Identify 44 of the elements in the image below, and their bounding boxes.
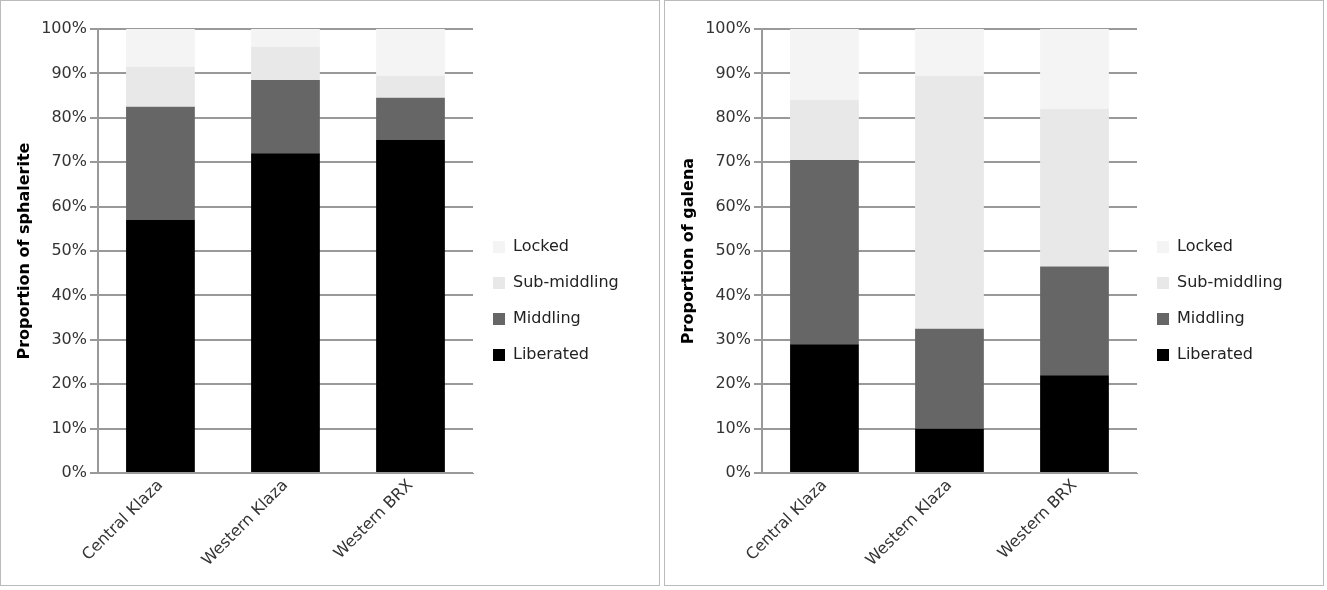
y-tick-label: 90% (51, 62, 87, 82)
bar (126, 106, 195, 220)
y-axis-title: Proportion of galena (677, 157, 697, 345)
bar (251, 80, 320, 154)
y-tick-label: 10% (51, 417, 87, 437)
bar (790, 344, 859, 473)
y-tick-label: 80% (715, 106, 751, 126)
y-tick-label: 100% (705, 18, 751, 38)
bar (376, 97, 445, 141)
y-tick-label: 0% (61, 462, 87, 482)
y-tick-label: 40% (51, 284, 87, 304)
y-tick-label: 40% (715, 284, 751, 304)
y-tick-label: 0% (725, 462, 751, 482)
legend-label: Locked (1177, 236, 1233, 256)
y-tick-label: 70% (715, 151, 751, 171)
bar (1040, 375, 1109, 473)
y-axis-title: Proportion of sphalerite (13, 142, 33, 360)
y-tick-label: 10% (715, 417, 751, 437)
y-tick-label: 20% (715, 373, 751, 393)
legend-label: Liberated (513, 344, 590, 364)
y-tick-label: 90% (715, 62, 751, 82)
y-tick-label: 100% (41, 18, 87, 38)
legend-label: Sub-middling (513, 272, 619, 292)
bar (251, 153, 320, 473)
y-tick-label: 50% (715, 240, 751, 260)
legend-label: Liberated (1177, 344, 1254, 364)
y-tick-label: 30% (715, 329, 751, 348)
y-tick-label: 50% (51, 240, 87, 260)
legend-label: Locked (513, 236, 569, 256)
y-tick-label: 80% (51, 106, 87, 126)
bar (915, 328, 984, 429)
bar (376, 140, 445, 473)
y-tick-label: 20% (51, 373, 87, 393)
y-tick-label: 60% (51, 195, 87, 215)
legend-label: Middling (513, 308, 581, 328)
legend-label: Sub-middling (1177, 272, 1283, 292)
y-tick-label: 60% (715, 195, 751, 215)
bar (790, 160, 859, 345)
bar (126, 219, 195, 473)
bar (1040, 266, 1109, 376)
y-tick-label: 30% (51, 329, 87, 348)
y-tick-label: 70% (51, 151, 87, 171)
bar (915, 428, 984, 473)
legend-label: Middling (1177, 308, 1245, 328)
